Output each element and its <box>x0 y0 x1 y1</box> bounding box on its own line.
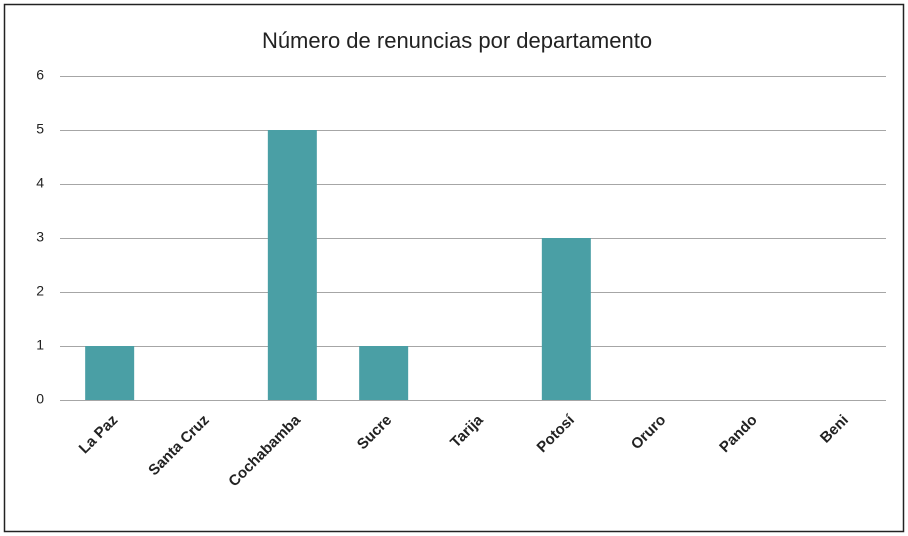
chart-border <box>3 3 905 533</box>
bar <box>267 130 317 400</box>
y-tick-label: 3 <box>36 229 44 245</box>
y-tick-label: 5 <box>36 121 44 137</box>
y-tick-label: 1 <box>36 337 44 353</box>
y-tick-label: 6 <box>36 67 44 83</box>
y-tick-label: 0 <box>36 391 44 407</box>
y-tick-label: 4 <box>36 175 44 191</box>
chart-title: Número de renuncias por departamento <box>262 28 652 53</box>
bar <box>85 346 135 400</box>
y-tick-label: 2 <box>36 283 44 299</box>
bar <box>541 238 591 400</box>
bar <box>359 346 409 400</box>
